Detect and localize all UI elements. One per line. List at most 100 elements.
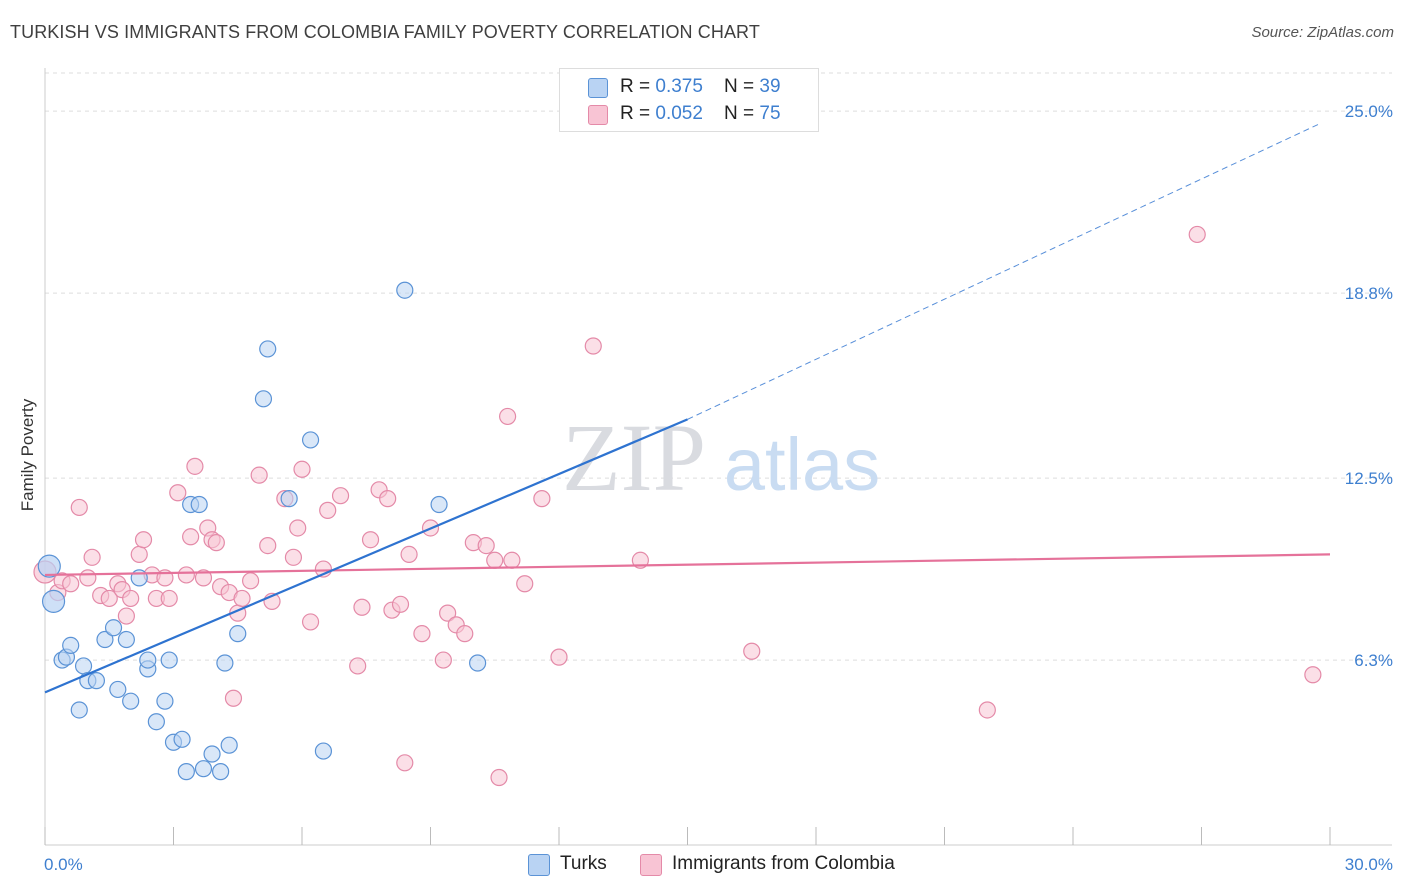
- colombia-point: [301, 613, 320, 631]
- turks-point: [229, 625, 247, 643]
- colombia-point: [391, 595, 410, 613]
- turks-trend-extension: [687, 122, 1322, 420]
- colombia-point: [83, 548, 101, 566]
- colombia-point: [439, 604, 457, 622]
- source-credit: Source: ZipAtlas.com: [1251, 24, 1394, 41]
- colombia-point: [130, 545, 148, 563]
- colombia-points: [33, 225, 1322, 787]
- legend-r-value-turks: 0.375: [655, 76, 703, 97]
- turks-point: [212, 763, 230, 781]
- colombia-point: [486, 551, 504, 569]
- y-tick-label: 25.0%: [1345, 102, 1393, 121]
- colombia-point: [207, 534, 225, 552]
- colombia-point: [62, 575, 80, 593]
- colombia-point: [79, 569, 97, 587]
- legend-n-label: N =: [724, 76, 760, 97]
- legend-swatch-turks: [588, 78, 608, 98]
- turks-point: [173, 730, 191, 748]
- legend-n-label: N =: [724, 103, 760, 124]
- legend-swatch-colombia: [588, 105, 608, 125]
- turks-point: [62, 636, 80, 654]
- chart-title: TURKISH VS IMMIGRANTS FROM COLOMBIA FAMI…: [10, 22, 760, 42]
- turks-point: [37, 554, 61, 578]
- colombia-point: [177, 566, 195, 584]
- turks-point: [190, 495, 208, 514]
- colombia-point: [160, 589, 178, 608]
- turks-point: [104, 619, 123, 637]
- turks-point: [156, 692, 174, 710]
- correlation-legend: R = 0.375 N = 39 R = 0.052 N = 75: [559, 68, 819, 132]
- colombia-point: [743, 642, 761, 660]
- colombia-point: [353, 598, 371, 616]
- turks-point: [396, 281, 414, 299]
- colombia-point: [100, 589, 118, 608]
- tick-labels: 6.3% 12.5% 18.8% 25.0% 0.0% 30.0%: [44, 102, 1393, 874]
- bottom-swatch-turks: [528, 854, 550, 876]
- colombia-point: [224, 689, 243, 707]
- legend-r-label: R =: [620, 76, 656, 97]
- colombia-point: [499, 407, 517, 426]
- colombia-point: [182, 528, 200, 546]
- turks-point: [254, 390, 273, 408]
- colombia-point: [379, 490, 397, 508]
- turks-point: [41, 589, 66, 613]
- colombia-point: [490, 768, 508, 787]
- colombia-point: [349, 657, 367, 675]
- y-tick-label: 18.8%: [1345, 284, 1393, 303]
- colombia-point: [242, 572, 260, 590]
- turks-point: [203, 745, 221, 763]
- turks-point: [216, 654, 234, 672]
- turks-point: [117, 630, 135, 649]
- colombia-point: [456, 625, 474, 643]
- turks-point: [259, 340, 277, 358]
- colombia-point: [1304, 666, 1322, 684]
- legend-n-value-turks: 39: [759, 76, 781, 97]
- y-tick-label: 12.5%: [1345, 469, 1393, 488]
- colombia-point: [550, 648, 568, 666]
- turks-trend-line: [44, 418, 688, 694]
- colombia-point: [169, 484, 187, 502]
- colombia-point: [400, 545, 418, 563]
- x-tick-label: 0.0%: [44, 855, 83, 874]
- turks-point: [301, 431, 320, 449]
- colombia-point: [122, 589, 140, 608]
- trend-lines: [44, 122, 1331, 694]
- colombia-point: [194, 569, 213, 587]
- colombia-point: [361, 531, 380, 549]
- turks-point: [160, 651, 178, 669]
- colombia-point: [503, 551, 521, 569]
- turks-point: [87, 672, 106, 690]
- colombia-point: [289, 519, 307, 537]
- turks-point: [70, 701, 88, 719]
- colombia-point: [396, 754, 414, 772]
- colombia-point: [284, 548, 303, 566]
- turks-point: [96, 630, 114, 649]
- turks-point: [469, 654, 487, 672]
- colombia-point: [117, 607, 135, 625]
- colombia-point: [70, 498, 88, 517]
- colombia-point: [978, 701, 996, 719]
- turks-point: [220, 736, 238, 754]
- colombia-point: [319, 501, 337, 519]
- colombia-point: [186, 457, 204, 475]
- turks-point: [314, 742, 333, 760]
- turks-points: [37, 281, 487, 781]
- colombia-point: [584, 337, 602, 355]
- colombia-point: [293, 460, 311, 478]
- watermark: ZIP atlas: [562, 404, 880, 511]
- turks-point: [177, 763, 195, 781]
- colombia-point: [259, 536, 277, 555]
- colombia-point: [1188, 225, 1206, 244]
- watermark-atlas: atlas: [724, 423, 880, 506]
- turks-point: [147, 713, 165, 731]
- turks-point: [74, 657, 93, 675]
- colombia-point: [413, 625, 431, 643]
- colombia-trend-line: [44, 553, 1331, 577]
- bottom-legend-turks-label: Turks: [560, 853, 607, 874]
- turks-point: [139, 651, 157, 669]
- colombia-point: [331, 487, 350, 505]
- colombia-point: [250, 466, 268, 484]
- colombia-point: [233, 589, 251, 608]
- colombia-point: [134, 531, 153, 549]
